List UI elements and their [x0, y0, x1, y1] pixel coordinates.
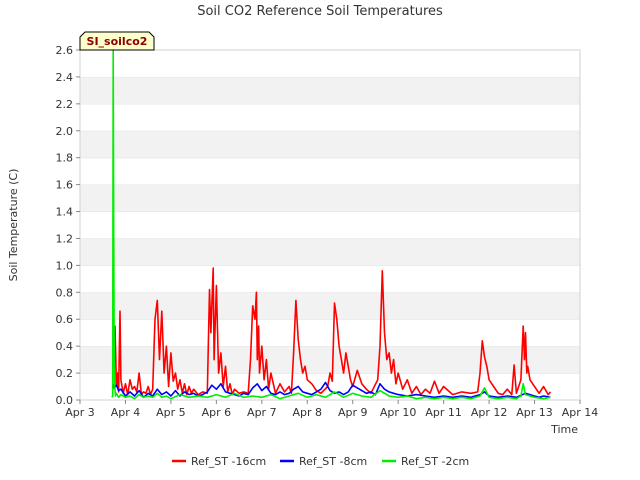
x-tick-label: Apr 5	[156, 406, 186, 419]
y-tick-label: 0.6	[56, 313, 74, 326]
y-tick-label: 2.6	[56, 44, 74, 57]
x-tick-label: Apr 7	[247, 406, 277, 419]
y-tick-label: 1.0	[56, 259, 74, 272]
y-tick-label: 2.2	[56, 98, 74, 111]
y-axis-label: Soil Temperature (C)	[7, 169, 20, 282]
legend-label: Ref_ST -8cm	[299, 455, 367, 468]
y-tick-label: 0.0	[56, 394, 74, 407]
x-tick-label: Apr 8	[293, 406, 323, 419]
plot-band	[80, 346, 580, 374]
x-tick-label: Apr 6	[202, 406, 232, 419]
y-tick-label: 1.8	[56, 152, 74, 165]
plot-band	[80, 130, 580, 158]
x-tick-label: Apr 10	[380, 406, 417, 419]
legend-label: Ref_ST -2cm	[401, 455, 469, 468]
plot-band	[80, 292, 580, 320]
series-line-2	[112, 381, 551, 399]
x-tick-label: Apr 14	[562, 406, 599, 419]
plot-frame	[79, 49, 581, 401]
y-tick-label: 1.6	[56, 179, 74, 192]
x-tick-label: Apr 9	[338, 406, 368, 419]
series-lines	[111, 49, 552, 400]
x-axis-label: Time	[550, 423, 578, 436]
plot-band	[80, 103, 580, 131]
y-tick-label: 2.0	[56, 125, 74, 138]
y-tick-label: 0.8	[56, 286, 74, 299]
x-tick-label: Apr 4	[111, 406, 141, 419]
plot-bands	[80, 49, 580, 400]
site-badge-box	[79, 31, 155, 51]
plot-band	[80, 211, 580, 239]
x-axis-ticks: Apr 3 Apr 4 Apr 5 Apr 6 Apr 7 Apr 8 Apr 9 Apr 1…	[65, 400, 598, 419]
y-tick-label: 1.2	[56, 232, 74, 245]
y-tick-label: 0.4	[56, 340, 74, 353]
legend: Ref_ST -16cm Ref_ST -8cm Ref_ST -2cm	[172, 455, 469, 468]
plot-band	[80, 265, 580, 293]
legend-label: Ref_ST -16cm	[191, 455, 266, 468]
x-tick-label: Apr 11	[425, 406, 462, 419]
plot-band	[80, 76, 580, 104]
series-line-1	[112, 267, 552, 396]
x-tick-label: Apr 13	[516, 406, 553, 419]
plot-band	[80, 238, 580, 266]
y-tick-label: 0.2	[56, 367, 74, 380]
plot-band	[80, 50, 580, 77]
site-badge-label: SI_soilco2	[87, 35, 148, 48]
chart-title: Soil CO2 Reference Soil Temperatures	[197, 4, 443, 19]
series-line-3	[111, 49, 551, 400]
x-tick-label: Apr 3	[65, 406, 95, 419]
y-axis-ticks: 0.0 0.2 0.4 0.6 0.8 1.0 1.2 1.4 1.6 1.8 2.0 2.2 2.4 2…	[56, 44, 80, 407]
site-badge: SI_soilco2	[79, 31, 155, 51]
plot-band	[80, 184, 580, 212]
x-tick-label: Apr 12	[471, 406, 508, 419]
plot-band	[80, 157, 580, 185]
y-tick-label: 2.4	[56, 71, 74, 84]
y-tick-label: 1.4	[56, 206, 74, 219]
